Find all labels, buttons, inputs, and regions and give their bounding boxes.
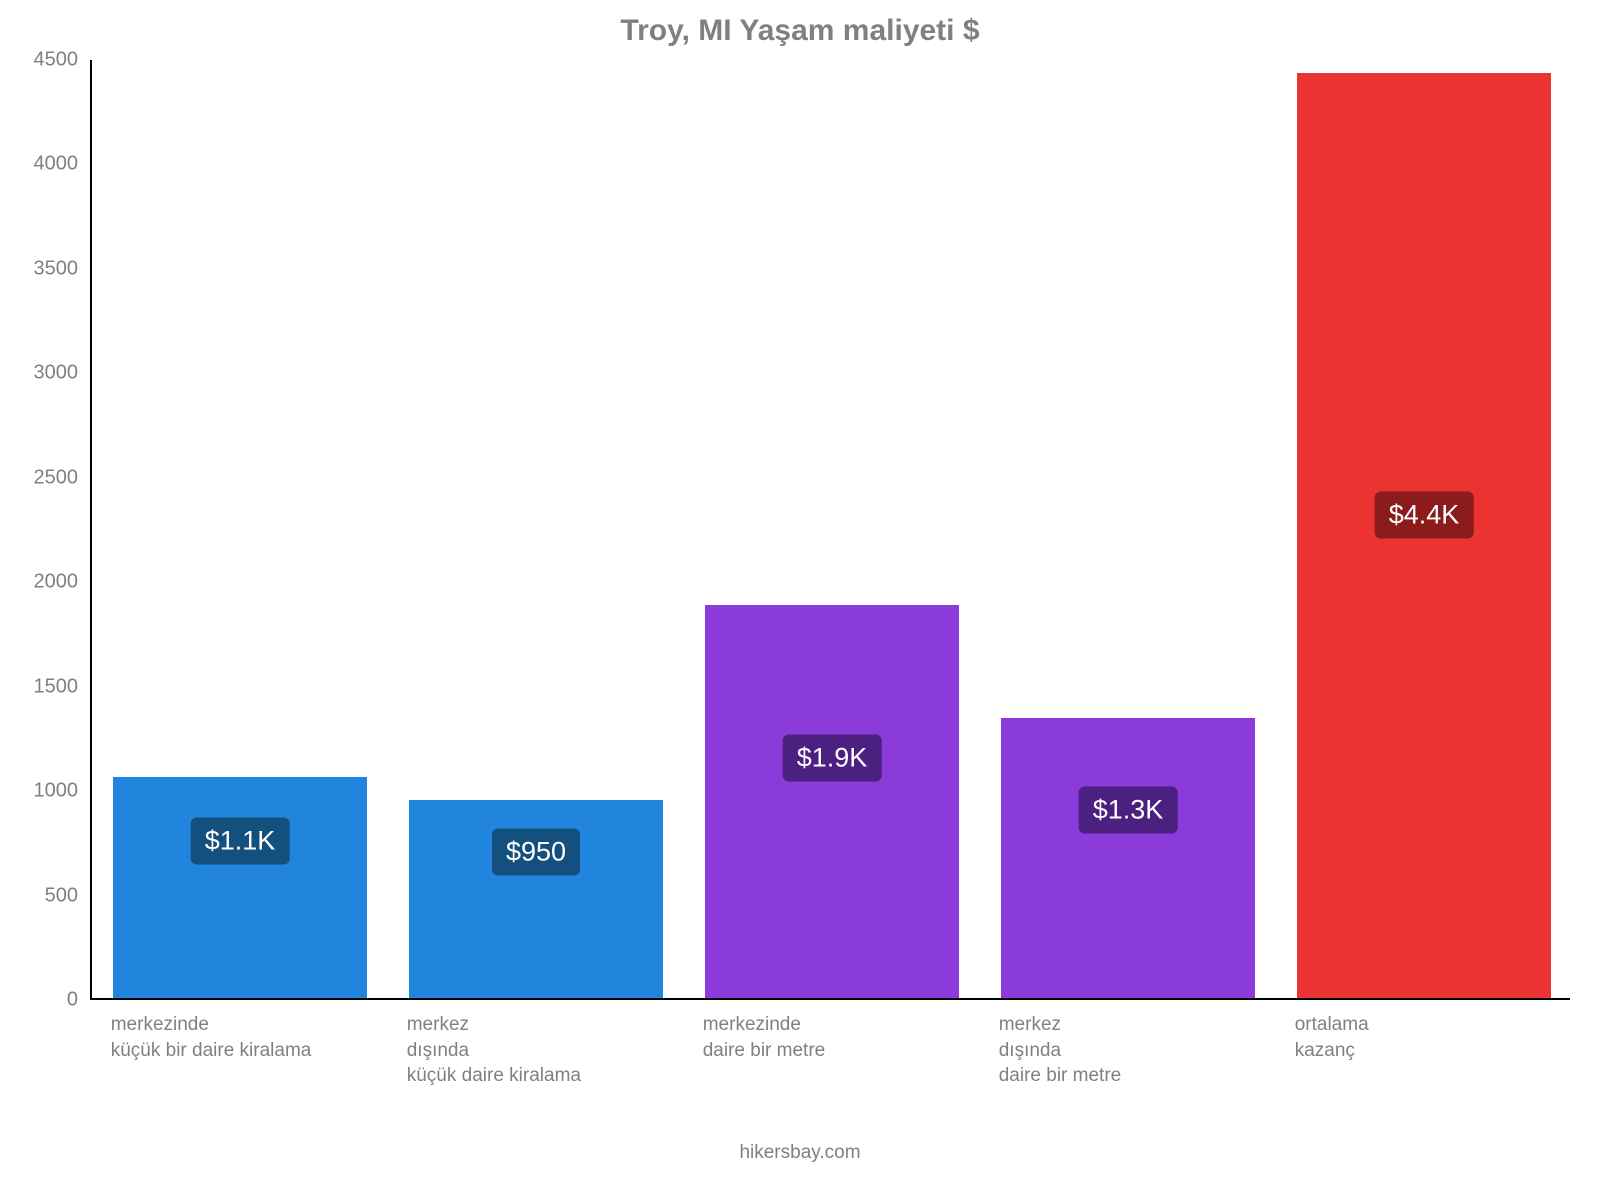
y-tick-label: 4000 [18,153,78,176]
x-tick-label: merkezinde daire bir metre [703,1012,826,1063]
bar-value-label: $1.3K [1079,786,1178,833]
y-tick-label: 500 [18,884,78,907]
x-tick-label: merkez dışında küçük daire kiralama [407,1012,581,1089]
chart-title: Troy, MI Yaşam maliyeti $ [0,14,1600,48]
y-tick-label: 0 [18,989,78,1012]
bar-value-label: $1.1K [191,818,290,865]
y-tick-label: 2000 [18,571,78,594]
chart-container: Troy, MI Yaşam maliyeti $ $1.1K $950 $1.9K… [0,0,1600,1200]
bar [1001,718,1256,998]
bar-value-label: $4.4K [1375,492,1474,539]
x-tick-label: merkez dışında daire bir metre [999,1012,1122,1089]
x-tick-label: ortalama kazanç [1295,1012,1369,1063]
y-tick-label: 3000 [18,362,78,385]
bar [113,777,368,998]
bar-value-label: $1.9K [783,734,882,781]
bar-value-label: $950 [492,828,580,875]
y-tick-label: 3500 [18,257,78,280]
y-tick-label: 1000 [18,780,78,803]
y-tick-label: 4500 [18,49,78,72]
x-tick-label: merkezinde küçük bir daire kiralama [111,1012,312,1063]
y-tick-label: 1500 [18,675,78,698]
y-tick-label: 2500 [18,466,78,489]
plot-area: $1.1K $950 $1.9K $1.3K $4.4K [90,60,1570,1000]
bar [705,605,960,998]
chart-footer: hikersbay.com [0,1142,1600,1164]
